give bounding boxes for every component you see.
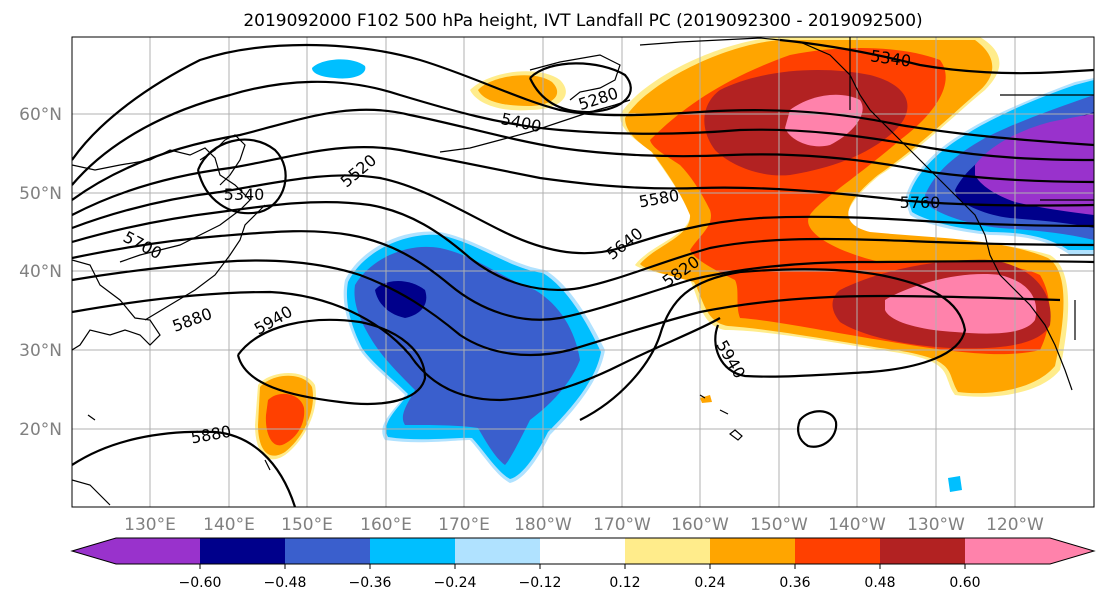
lat-label: 50°N <box>19 184 62 204</box>
shading-pink-california <box>885 274 1037 334</box>
colorbar-tick-label: −0.48 <box>264 575 307 591</box>
colorbar-tick-label: −0.60 <box>179 575 222 591</box>
colorbar-cell <box>625 538 710 564</box>
lon-label: 130°E <box>124 515 176 535</box>
colorbar-cell <box>540 538 625 564</box>
coast-hawaii <box>699 394 743 441</box>
shading-navy-central <box>375 281 427 318</box>
contour-5880-a <box>72 290 721 402</box>
colorbar-cell <box>710 538 795 564</box>
contour-5580 <box>72 145 1094 216</box>
contour-5520 <box>72 108 1094 201</box>
lon-label: 160°E <box>360 515 412 535</box>
colorbar-tick-label: 0.24 <box>694 575 725 591</box>
height-contours <box>72 38 1094 507</box>
lon-label: 150°W <box>750 515 808 535</box>
contour-small-loop <box>797 410 838 448</box>
colorbar-cell <box>370 538 455 564</box>
lon-label: 120°W <box>986 515 1044 535</box>
colorbar-cell <box>455 538 540 564</box>
coast-japan <box>144 204 266 321</box>
shading-sky-small <box>948 476 962 492</box>
lon-label: 170°W <box>593 515 651 535</box>
colorbar-cell <box>795 538 880 564</box>
colorbar-cell <box>285 538 370 564</box>
latitude-labels: 60°N 50°N 40°N 30°N 20°N <box>19 105 62 440</box>
contour-5460 <box>72 80 1094 186</box>
colorbar-tick-label: 0.48 <box>864 575 895 591</box>
lon-label: 180°W <box>514 515 572 535</box>
colorbar-cell <box>200 538 285 564</box>
lon-label: 130°W <box>907 515 965 535</box>
shading-sky-northwest <box>312 59 366 79</box>
lat-label: 20°N <box>19 420 62 440</box>
contour-5340-west <box>196 138 287 215</box>
colorbar-cell <box>72 538 200 564</box>
coast-alaska <box>639 37 941 181</box>
shading-orange-north <box>478 75 558 106</box>
map-panel: 5280 5340 5400 5520 5340 5700 5580 5640 … <box>72 37 1094 507</box>
colorbar-ticks <box>199 564 966 569</box>
lat-label: 30°N <box>19 341 62 361</box>
contour-5760 <box>72 230 1094 321</box>
contour-5940-b <box>579 268 967 421</box>
longitude-labels: 130°E 140°E 150°E 160°E 170°E 180°W 170°… <box>124 515 1044 535</box>
shading-small-orange-dot <box>700 395 712 403</box>
colorbar-outline <box>70 537 1096 565</box>
coast-islands <box>72 414 271 506</box>
colorbar-tick-label: 0.12 <box>609 575 640 591</box>
contour-5820 <box>72 259 1061 357</box>
coast-aleutians <box>439 99 631 153</box>
colorbar-cell <box>880 538 965 564</box>
colorbar-tick-label: −0.24 <box>434 575 477 591</box>
lat-label: 40°N <box>19 262 62 282</box>
coast-na-inland <box>849 37 1094 340</box>
coast-na-west <box>939 179 1073 391</box>
lon-label: 140°E <box>203 515 255 535</box>
colorbar-tick-label: 0.60 <box>949 575 980 591</box>
coast-alaska-west <box>529 54 621 101</box>
colorbar-tick-label: −0.12 <box>519 575 562 591</box>
colorbar: −0.60 −0.48 −0.36 −0.24 −0.12 0.12 0.24 … <box>70 537 1096 591</box>
shading-pink-main <box>785 94 863 147</box>
contour-label: 5340 <box>224 185 265 204</box>
contour-5640 <box>72 174 1094 255</box>
lon-label: 140°W <box>828 515 886 535</box>
colorbar-tick-label: 0.36 <box>779 575 810 591</box>
negative-ivt-shading <box>312 59 1094 492</box>
colorbar-tick-label: −0.36 <box>349 575 392 591</box>
lon-label: 150°E <box>281 515 333 535</box>
contour-5400 <box>72 43 1094 161</box>
lat-label: 60°N <box>19 105 62 125</box>
contour-label: 5760 <box>900 193 941 212</box>
shading-redorange-west <box>265 393 305 446</box>
contour-5880-b <box>72 430 297 507</box>
contour-5340-east <box>779 38 1094 75</box>
map-frame <box>71 36 1095 508</box>
contour-5280 <box>528 62 632 114</box>
coast-asia <box>72 259 161 351</box>
colorbar-cell <box>965 538 1094 564</box>
lon-label: 170°E <box>438 515 490 535</box>
contour-5940-a <box>236 318 427 405</box>
shading-purple-northeast <box>975 114 1094 215</box>
contour-5700 <box>72 201 1094 291</box>
lon-label: 160°W <box>671 515 729 535</box>
figure-title: 2019092000 F102 500 hPa height, IVT Land… <box>243 11 922 31</box>
